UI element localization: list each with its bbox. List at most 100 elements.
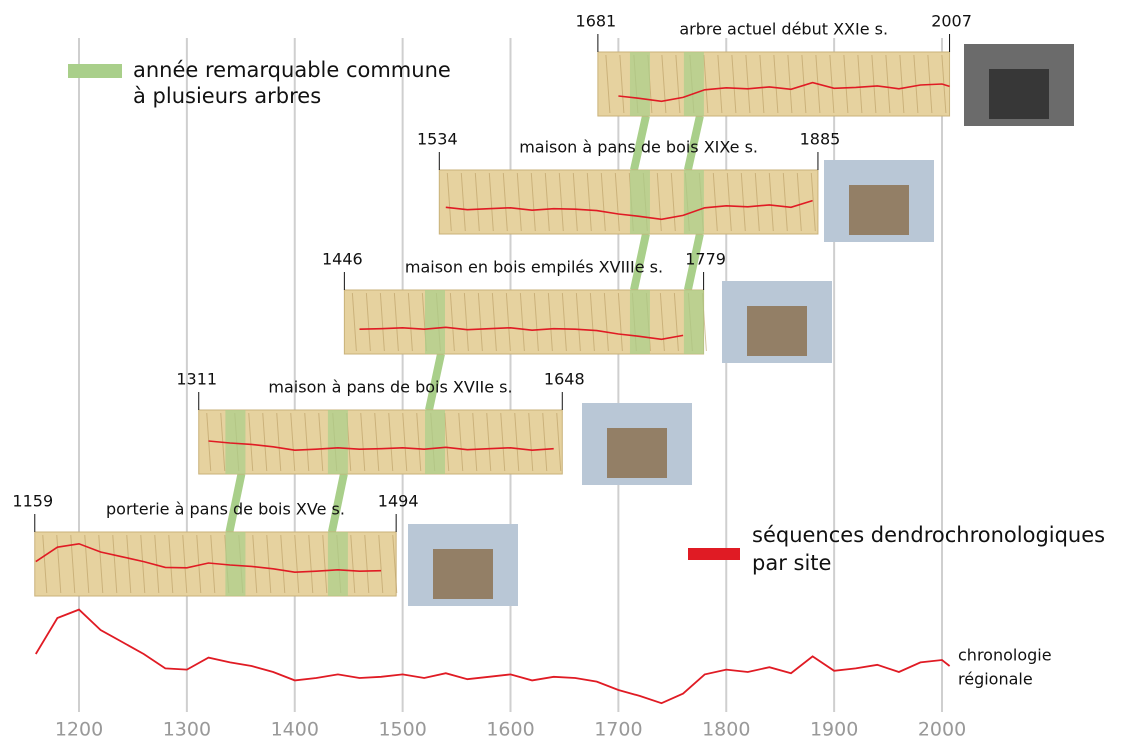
remarkable-connector [630, 233, 650, 291]
wood-ring [617, 292, 623, 352]
wood-ring [266, 534, 272, 594]
x-tick-label: 1400 [271, 719, 319, 740]
x-tick-label: 1200 [55, 719, 103, 740]
wood-sample [198, 409, 563, 475]
start-year: 1534 [417, 130, 458, 149]
wood-ring [544, 172, 550, 232]
wood-ring [364, 534, 370, 594]
wood-ring [703, 54, 709, 114]
legend-label: séquences dendrochronologiques [752, 523, 1105, 547]
wood-ring [572, 172, 578, 232]
wood-ring [787, 54, 793, 114]
wood-ring [154, 534, 160, 594]
site-label: maison à pans de bois XIXe s. [519, 138, 758, 157]
wood-ring [486, 412, 492, 472]
wood-ring [589, 292, 595, 352]
wood-ring [759, 54, 765, 114]
wood-ring [276, 412, 282, 472]
wood-ring [360, 412, 366, 472]
x-tick-label: 1600 [486, 719, 534, 740]
regional-label: régionale [958, 670, 1033, 689]
wood-ring [168, 534, 174, 594]
wood-ring [575, 292, 581, 352]
wood-ring [308, 534, 314, 594]
site-sequence [618, 81, 950, 103]
wood-ring [614, 172, 620, 232]
remarkable-year-band [629, 170, 650, 234]
wood-ring [365, 292, 371, 352]
wood-ring [351, 292, 357, 352]
wood-ring [796, 172, 802, 232]
wood-ring [514, 412, 520, 472]
x-tick-label: 1800 [702, 719, 750, 740]
wood-ring [463, 292, 469, 352]
site-sequence [35, 542, 382, 574]
plot: 1200 1300 1400 1500 1600 1700 1800 1900 2000 1159… [12, 12, 1074, 740]
wood-ring [528, 412, 534, 472]
wood-ring [502, 172, 508, 232]
wood-ring [488, 172, 494, 232]
wood-ring [206, 412, 212, 472]
wood-ring [731, 54, 737, 114]
remarkable-connector [225, 473, 246, 533]
remarkable-connector [327, 473, 348, 533]
wood-ring [717, 54, 723, 114]
wood-ring [659, 292, 665, 352]
wood-ring [885, 54, 891, 114]
wood-ring [782, 172, 788, 232]
wood-ring [673, 292, 679, 352]
remarkable-year-band [424, 290, 445, 354]
wood-ring [712, 172, 718, 232]
remarkable-year-band [683, 170, 704, 234]
wood-ring [196, 534, 202, 594]
wood-sample [597, 51, 951, 117]
site-label: porterie à pans de bois XVe s. [106, 500, 345, 519]
site-sequence [445, 199, 813, 221]
wood-ring [402, 412, 408, 472]
wood-ring [444, 412, 450, 472]
end-year: 2007 [931, 12, 972, 31]
start-year: 1311 [176, 370, 217, 389]
remarkable-year-band [424, 410, 445, 474]
wood-ring [182, 534, 188, 594]
wood-ring [407, 292, 413, 352]
remarkable-year-band [683, 52, 704, 116]
legend-label: année remarquable commune [133, 58, 451, 82]
end-year: 1779 [685, 250, 726, 269]
wood-ring [374, 412, 380, 472]
site-sequence [359, 326, 684, 341]
legend-label: à plusieurs arbres [133, 84, 321, 108]
wood-ring [843, 54, 849, 114]
wood-ring [519, 292, 525, 352]
end-year: 1648 [544, 370, 585, 389]
wood-ring [472, 412, 478, 472]
wood-ring [248, 412, 254, 472]
wood-ring [294, 534, 300, 594]
wood-ring [603, 292, 609, 352]
wood-ring [126, 534, 132, 594]
wood-sample [438, 169, 819, 235]
wood-ring [768, 172, 774, 232]
photo-detail [989, 69, 1049, 119]
wood-ring [280, 534, 286, 594]
wood-ring [393, 292, 399, 352]
wood-ring [460, 172, 466, 232]
wood-ring [140, 534, 146, 594]
x-tick-label: 1500 [378, 719, 426, 740]
wood-ring [304, 412, 310, 472]
legend-label: par site [752, 551, 831, 575]
wood-ring [516, 172, 522, 232]
wood-ring [56, 534, 62, 594]
wood-ring [416, 412, 422, 472]
remarkable-year-band [225, 532, 246, 596]
wood-ring [773, 54, 779, 114]
wood-ring [392, 534, 398, 594]
wood-ring [84, 534, 90, 594]
site-label: maison en bois empilés XVIIIe s. [405, 258, 663, 277]
remarkable-year-band [327, 532, 348, 596]
wood-ring [586, 172, 592, 232]
photo-detail [849, 185, 909, 235]
wood-ring [829, 54, 835, 114]
wood-ring [675, 54, 681, 114]
wood-ring [98, 534, 104, 594]
